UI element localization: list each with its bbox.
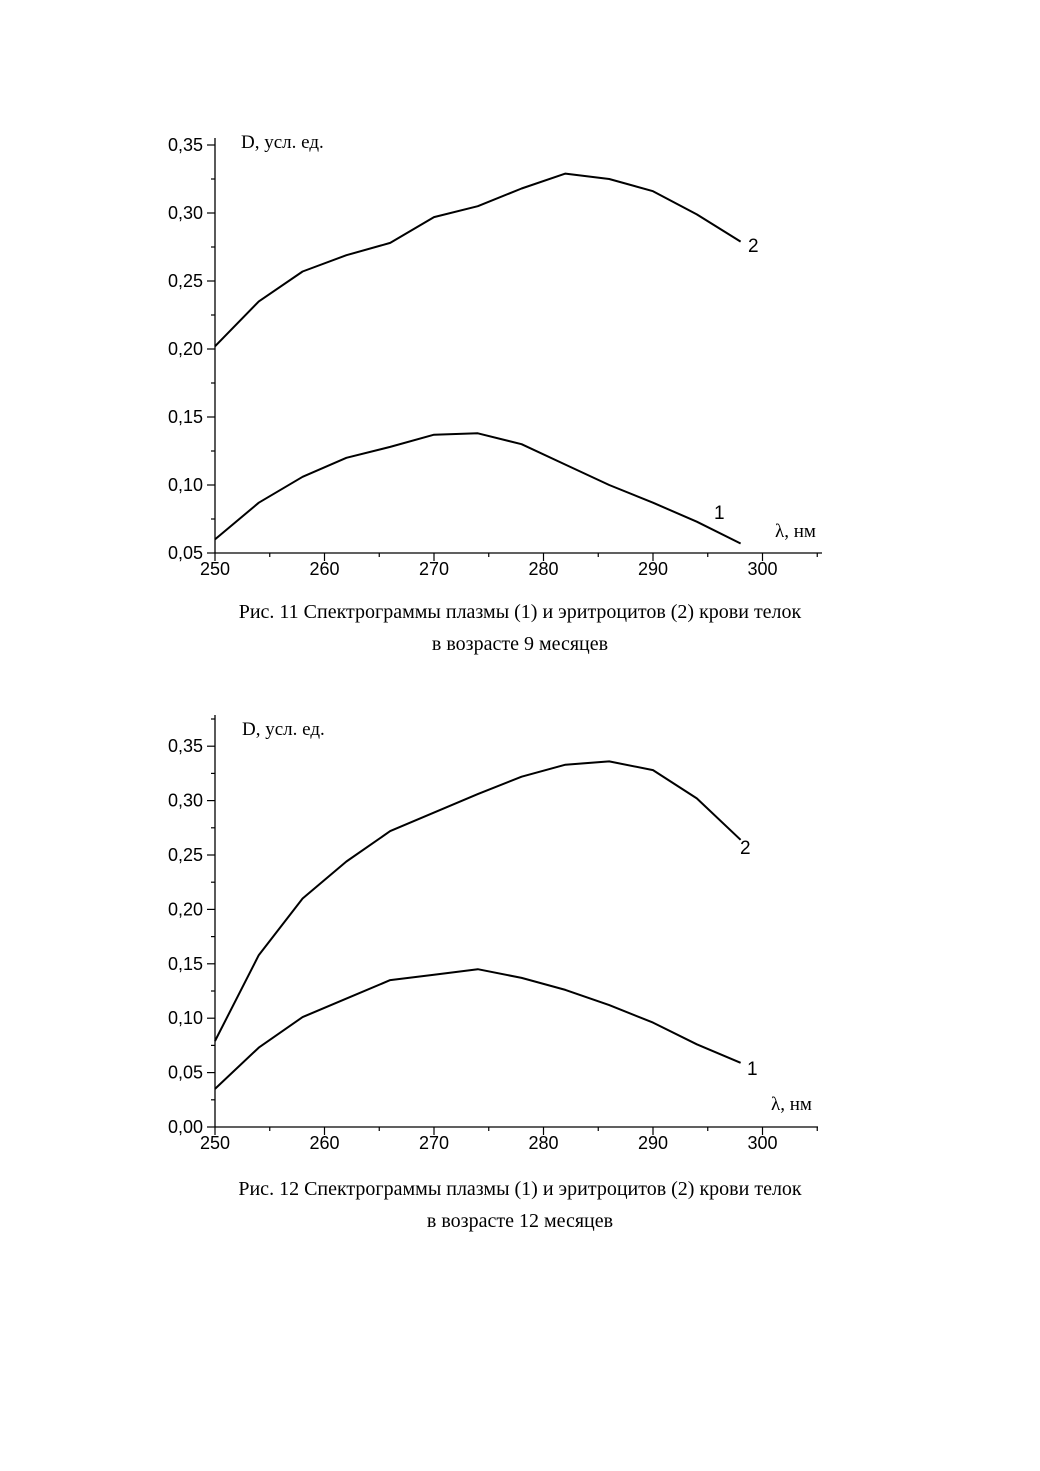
series-1-label: 1 — [714, 503, 725, 524]
y-tick-label: 0,15 — [168, 954, 203, 974]
x-tick-label: 250 — [200, 1133, 230, 1153]
y-tick-label: 0,30 — [168, 791, 203, 811]
x-tick-label: 300 — [747, 559, 777, 579]
chart-2: 250 260 270 280 290 300 0,00 0,05 0,10 0,15 0,20 0,… — [168, 715, 818, 1153]
x-tick-label: 280 — [528, 559, 558, 579]
x-tick-label: 270 — [419, 1133, 449, 1153]
x-tick-label: 250 — [200, 559, 230, 579]
figure-12-caption-line-2: в возрасте 12 месяцев — [426, 1210, 614, 1232]
y-tick-label: 0,10 — [168, 1008, 203, 1028]
y-tick-label: 0,20 — [168, 339, 203, 359]
series-2-label: 2 — [748, 236, 759, 257]
series-2-line — [214, 760, 742, 1042]
y-axis-label: D, усл. ед. — [242, 719, 325, 740]
figure-11-caption-line-1: Рис. 11 Спектрограммы плазмы (1) и эритр… — [238, 601, 802, 623]
y-tick-label: 0,15 — [168, 407, 203, 427]
x-tick-label: 260 — [309, 559, 339, 579]
y-tick-label: 0,25 — [168, 845, 203, 865]
y-tick-label: 0,35 — [168, 736, 203, 756]
figure-11-caption-line-2: в возрасте 9 месяцев — [431, 633, 609, 655]
y-tick-label: 0,25 — [168, 271, 203, 291]
x-tick-label: 260 — [309, 1133, 339, 1153]
y-tick-label: 0,20 — [168, 899, 203, 919]
y-axis-label: D, усл. ед. — [241, 132, 324, 153]
figure-11-caption: Рис. 11 Спектрограммы плазмы (1) и эритр… — [0, 596, 1040, 660]
y-tick-label: 0,00 — [168, 1117, 203, 1137]
chart-1: 250 260 270 280 290 300 0,05 0,10 0,15 0,20 0,25 0,… — [168, 132, 822, 579]
x-tick-label: 300 — [747, 1133, 777, 1153]
x-axis-label: λ, нм — [775, 521, 816, 542]
series-2-label: 2 — [740, 838, 751, 859]
x-tick-label: 290 — [638, 1133, 668, 1153]
y-tick-label: 0,05 — [168, 543, 203, 563]
x-axis-label: λ, нм — [771, 1094, 812, 1115]
series-1-line — [214, 968, 741, 1090]
y-tick-label: 0,05 — [168, 1063, 203, 1083]
x-tick-label: 270 — [419, 559, 449, 579]
figure-12-caption-line-1: Рис. 12 Спектрограммы плазмы (1) и эритр… — [238, 1178, 802, 1200]
y-tick-label: 0,10 — [168, 475, 203, 495]
series-1-label: 1 — [747, 1059, 758, 1080]
figure-12-caption: Рис. 12 Спектрограммы плазмы (1) и эритр… — [0, 1173, 1040, 1237]
series-2-line — [214, 172, 742, 347]
series-1-line — [214, 432, 742, 545]
x-tick-label: 280 — [528, 1133, 558, 1153]
x-tick-label: 290 — [638, 559, 668, 579]
y-tick-label: 0,30 — [168, 203, 203, 223]
y-tick-label: 0,35 — [168, 135, 203, 155]
